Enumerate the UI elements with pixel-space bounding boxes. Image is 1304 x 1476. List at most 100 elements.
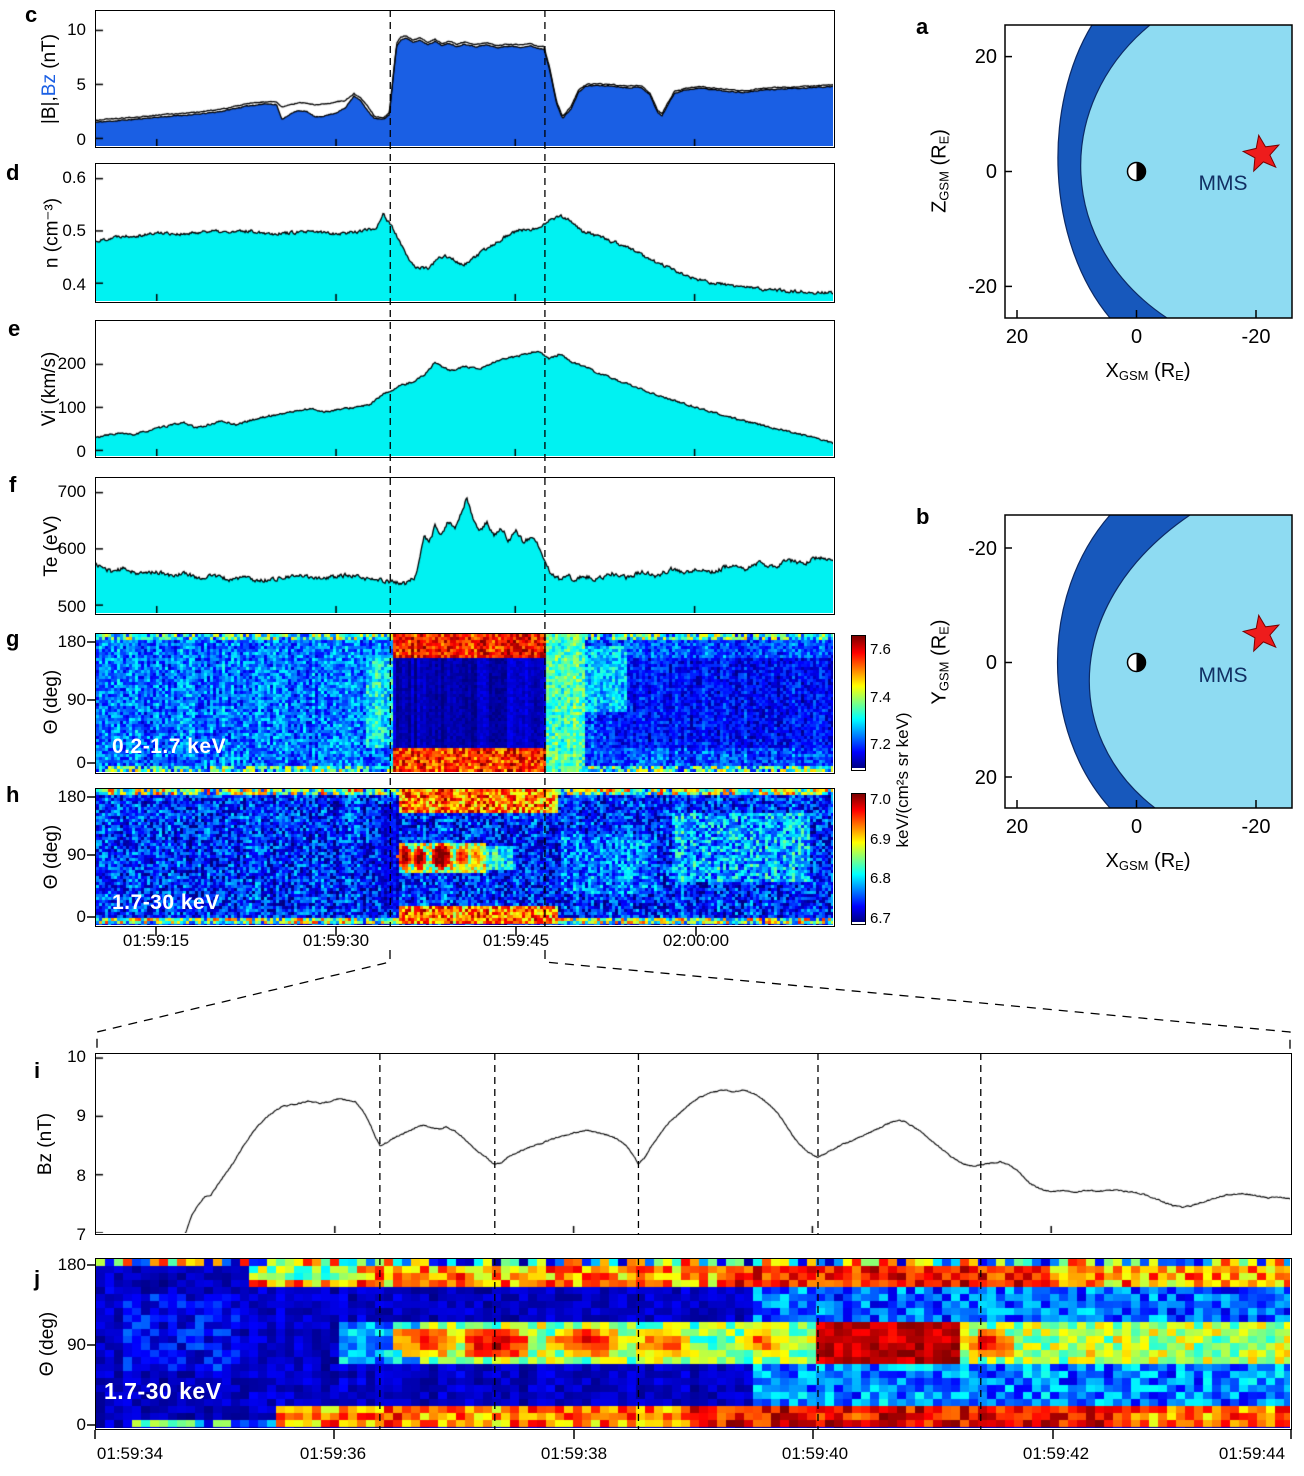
tick-label: 200 — [57, 354, 86, 373]
earth-icon — [1126, 161, 1147, 182]
tick-label: 01:59:15 — [122, 931, 190, 950]
g-energy-annotation: 0.2-1.7 keV — [112, 735, 227, 758]
panel-e-canvas — [96, 321, 833, 456]
tick-label: 7.4 — [870, 689, 891, 706]
tick-label: 90 — [67, 1335, 86, 1354]
tick-label: 01:59:45 — [482, 931, 550, 950]
a-xtick-m20: -20 — [1242, 326, 1271, 348]
bow-shock-curve-b — [1057, 514, 1111, 809]
tick-label: 0 — [76, 442, 86, 461]
b-xtick-m20: -20 — [1242, 816, 1271, 838]
mms-label-a: MMS — [1199, 172, 1248, 195]
tick-label: 500 — [57, 597, 86, 616]
panel-d-canvas — [96, 164, 833, 301]
tick-label: 700 — [57, 482, 86, 501]
tick-label: 01:59:44 — [1218, 1444, 1286, 1463]
diagram-b-position-xy: MMS 20 0 -20 -20 0 20 — [968, 514, 1293, 838]
tick-label: 01:59:38 — [540, 1444, 608, 1463]
panel-letter-e: e — [8, 316, 21, 341]
tick-label: 01:59:36 — [299, 1444, 367, 1463]
panel-letter-h: h — [6, 782, 20, 807]
panel-c-canvas — [96, 11, 833, 146]
magnetosphere-region-b — [1089, 515, 1292, 808]
panel-letter-d: d — [6, 160, 20, 185]
h-energy-annotation: 1.7-30 keV — [112, 891, 220, 914]
tick-label: 0 — [76, 130, 86, 149]
tick-label: 10 — [67, 20, 86, 39]
panel-letter-c: c — [25, 2, 38, 27]
tick-label: 02:00:00 — [662, 931, 730, 950]
panel-letter-i: i — [34, 1058, 41, 1083]
b-xtick-0: 0 — [1131, 816, 1142, 838]
panel-d-density — [95, 163, 835, 303]
colorbar-unit-label: keV/(cm²s sr keV) — [893, 712, 912, 848]
b-x-axis-title: XGSM (RE) — [1105, 850, 1191, 873]
b-ytick-0: 0 — [986, 652, 997, 674]
c-y-axis-title-b: |B|, — [39, 96, 60, 125]
panel-letter-g: g — [6, 626, 20, 651]
tick-label: 6.9 — [870, 831, 891, 848]
panel-letter-f: f — [9, 472, 17, 497]
mms-star-icon-a — [1241, 133, 1281, 173]
colorbar-h — [851, 793, 866, 925]
tick-label: 9 — [76, 1106, 86, 1125]
mms-label-b: MMS — [1199, 664, 1248, 687]
tick-label: 7.6 — [870, 641, 891, 658]
tick-label: 01:59:34 — [96, 1444, 164, 1463]
b-xtick-20: 20 — [1006, 816, 1028, 838]
mms-star-icon-b — [1241, 613, 1281, 653]
tick-label: 180 — [57, 1255, 86, 1274]
tick-label: 5 — [76, 75, 86, 94]
panel-i-canvas — [96, 1054, 1290, 1233]
panel-f-canvas — [96, 478, 833, 613]
tick-label: 0.6 — [62, 168, 86, 187]
zoom-connector-left — [96, 950, 391, 1051]
panel-h-spectrogram-high-energy — [95, 788, 835, 927]
tick-label: 180 — [57, 787, 86, 806]
tick-label: 01:59:30 — [302, 931, 370, 950]
panel-i-bz-zoom — [95, 1053, 1292, 1235]
tick-label: 10 — [67, 1047, 86, 1066]
panel-g-canvas — [96, 634, 833, 772]
panel-e-ion-velocity — [95, 320, 835, 458]
tick-label: 01:59:40 — [781, 1444, 849, 1463]
tick-label: 7 — [76, 1225, 86, 1244]
tick-label: 100 — [57, 398, 86, 417]
j-energy-annotation: 1.7-30 keV — [104, 1378, 222, 1404]
a-ytick-m20: -20 — [968, 276, 997, 298]
panel-j-canvas — [96, 1259, 1290, 1428]
tick-label: 600 — [57, 539, 86, 558]
tick-label: 0 — [76, 907, 86, 926]
a-y-axis-title: ZGSM (RE) — [928, 129, 952, 213]
b-ytick-m20: -20 — [968, 538, 997, 560]
panel-letter-b: b — [916, 504, 930, 529]
a-ytick-20: 20 — [975, 46, 997, 68]
colorbar-g-canvas — [852, 636, 865, 768]
a-x-axis-title: XGSM (RE) — [1105, 360, 1191, 383]
panel-c-magnetic-field — [95, 10, 835, 148]
tick-label: 7.0 — [870, 791, 891, 808]
tick-label: 180 — [57, 632, 86, 651]
diagram-a-position-xz: MMS 20 0 -20 20 0 -20 — [968, 24, 1293, 348]
a-xtick-0: 0 — [1131, 326, 1142, 348]
b-ytick-20: 20 — [975, 767, 997, 789]
tick-label: 0.5 — [62, 221, 86, 240]
tick-label: 6.8 — [870, 870, 891, 887]
magnetopause-curve-a — [1080, 24, 1168, 319]
tick-label: 90 — [67, 845, 86, 864]
tick-label: 0.4 — [62, 275, 86, 294]
a-ytick-0: 0 — [986, 161, 997, 183]
b-y-axis-title: YGSM (RE) — [928, 619, 952, 705]
zoom-connector-right — [544, 950, 1291, 1051]
panel-h-canvas — [96, 789, 833, 925]
panel-g-spectrogram-low-energy — [95, 633, 835, 774]
magnetosphere-region-a — [1080, 25, 1292, 318]
panel-letter-a: a — [916, 14, 929, 39]
bow-shock-curve-a — [1057, 24, 1111, 319]
tick-label: 0 — [76, 1415, 86, 1434]
tick-label: 01:59:42 — [1022, 1444, 1090, 1463]
tick-label: 90 — [67, 690, 86, 709]
magnetopause-curve-b — [1088, 514, 1191, 809]
colorbar-h-canvas — [852, 794, 865, 922]
